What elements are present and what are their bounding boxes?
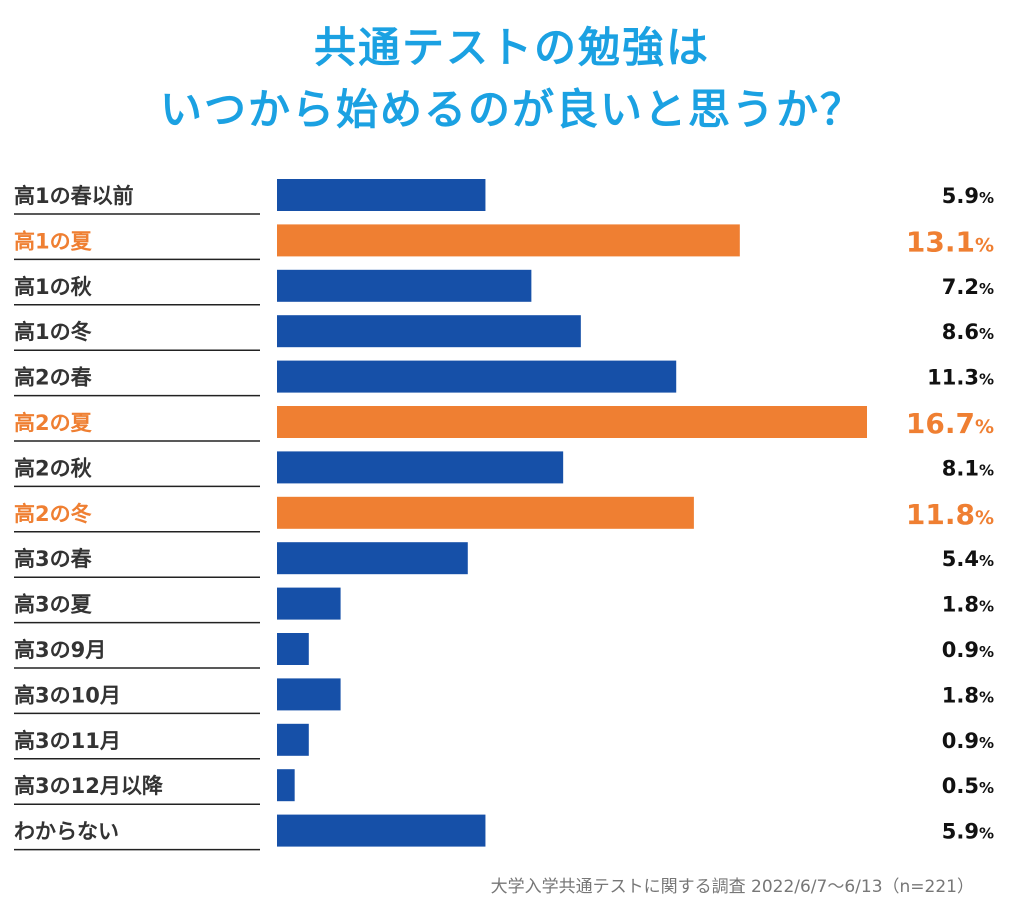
bar: [277, 814, 486, 847]
bar: [277, 315, 581, 348]
value-label: 0.9%: [942, 729, 994, 753]
category-label: 高1の夏: [14, 229, 93, 253]
bar: [277, 678, 341, 711]
value-label: 7.2%: [942, 275, 994, 299]
category-label: 高2の春: [14, 366, 93, 390]
value-label: 5.9%: [942, 820, 994, 844]
value-label: 13.1%: [906, 225, 994, 258]
value-label: 5.9%: [942, 184, 994, 208]
bar: [277, 451, 564, 484]
value-label: 8.6%: [942, 320, 994, 344]
category-label: 高2の夏: [14, 411, 93, 435]
survey-source-note: 大学入学共通テストに関する調査 2022/6/7〜6/13（n=221）: [490, 877, 974, 897]
bar: [277, 179, 486, 211]
value-label: 1.8%: [942, 683, 994, 707]
bar: [277, 269, 532, 302]
chart-title-line-1: 共通テストの勉強は: [313, 23, 710, 72]
bar: [277, 587, 341, 620]
bar: [277, 769, 295, 802]
category-label: わからない: [14, 820, 119, 844]
bar: [277, 633, 309, 665]
value-label: 0.9%: [942, 638, 994, 662]
value-label: 1.8%: [942, 593, 994, 617]
category-label: 高1の春以前: [14, 184, 134, 208]
category-label: 高3の11月: [14, 729, 121, 753]
category-label: 高3の12月以降: [14, 774, 164, 798]
category-label: 高2の冬: [14, 502, 92, 526]
value-label: 11.8%: [906, 498, 994, 531]
category-label: 高1の冬: [14, 320, 92, 344]
bar: [277, 224, 740, 257]
category-label: 高3の9月: [14, 638, 106, 662]
bar: [277, 723, 309, 756]
bar: [277, 406, 867, 438]
category-label: 高3の春: [14, 547, 93, 571]
value-label: 5.4%: [942, 547, 994, 571]
category-label: 高3の10月: [14, 683, 121, 707]
value-label: 8.1%: [942, 456, 994, 480]
category-label: 高3の夏: [14, 593, 93, 617]
value-label: 16.7%: [906, 407, 994, 440]
bar: [277, 360, 677, 393]
category-label: 高2の秋: [14, 456, 93, 480]
value-label: 0.5%: [942, 774, 994, 798]
value-label: 11.3%: [927, 366, 994, 390]
bar: [277, 542, 468, 575]
chart-title-line-2: いつから始めるのが良いと思うか？: [159, 85, 864, 134]
category-label: 高1の秋: [14, 275, 93, 299]
bar: [277, 496, 694, 529]
